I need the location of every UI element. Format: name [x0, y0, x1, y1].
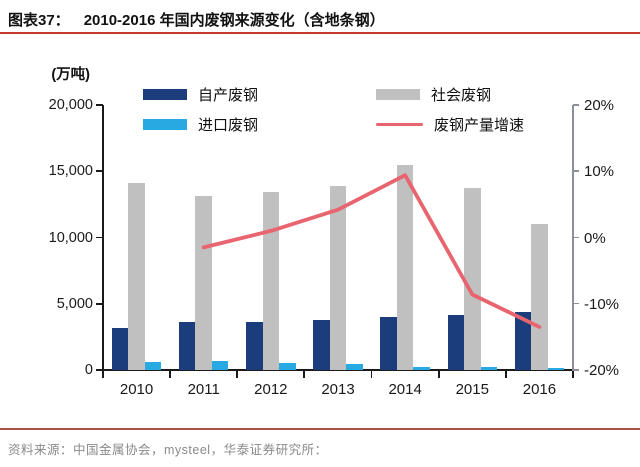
left-axis-tick-label: 20,000: [48, 97, 93, 113]
left-axis-unit-label: (万吨): [51, 67, 90, 83]
x-axis-label-2011: 2011: [187, 381, 220, 398]
right-axis-tick-label: -10%: [584, 295, 620, 313]
legend-item: 进口废钢: [143, 114, 258, 135]
x-axis-label-2015: 2015: [455, 381, 489, 398]
plot-area: (万吨) 0 5,000 10,000 15,000 20,000 -20% -10% 0% 1…: [49, 67, 619, 398]
x-axis-label-2016: 2016: [522, 381, 557, 398]
x-axis-label-2013: 2013: [321, 381, 355, 398]
legend-label: 进口废钢: [198, 117, 259, 134]
bar-social-scrap-2011: [195, 196, 212, 370]
left-axis-tick: [96, 369, 103, 371]
bar-imported-scrap-2010: [144, 362, 162, 370]
bar-imported-scrap-2012: [279, 363, 296, 370]
bar-social-scrap-2015: [464, 188, 481, 370]
right-axis-tick: [573, 236, 579, 238]
left-axis-line: [102, 105, 104, 371]
legend-swatch-line: [376, 122, 423, 127]
bar-self-produced-scrap-2014: [380, 317, 397, 370]
bar-self-produced-scrap-2011: [178, 321, 196, 370]
left-axis-tick-label: 0: [84, 362, 93, 378]
figure-title: 2010-2016 年国内废钢来源变化（含地条钢）: [83, 12, 385, 29]
x-axis-tick: [370, 371, 373, 378]
left-axis-tick: [96, 170, 103, 173]
right-axis-line: [572, 105, 574, 371]
legend-label: 废钢产量增速: [434, 117, 525, 134]
x-axis-tick: [572, 371, 574, 378]
footer-divider: [0, 428, 640, 430]
x-axis-tick: [303, 371, 306, 378]
x-axis-tick: [102, 371, 104, 378]
bar-social-scrap-2016: [531, 224, 548, 370]
source-note: 资料来源：中国金属协会，mysteel，华泰证券研究所：: [8, 443, 328, 457]
bar-self-produced-scrap-2012: [246, 321, 263, 370]
figure-number: 图表37：: [8, 12, 70, 29]
legend-swatch-rect: [143, 89, 187, 100]
legend-swatch-rect: [376, 89, 420, 100]
bar-self-produced-scrap-2015: [447, 315, 465, 370]
right-axis-tick: [573, 170, 579, 172]
right-axis-tick: [573, 369, 579, 371]
bar-imported-scrap-2015: [480, 367, 498, 370]
left-axis-tick-label: 15,000: [48, 163, 93, 180]
title-divider: [0, 32, 640, 34]
left-axis-tick-label: 10,000: [48, 229, 93, 246]
left-axis-tick: [96, 236, 103, 239]
x-axis-tick: [437, 371, 440, 378]
bar-self-produced-scrap-2010: [111, 327, 129, 370]
right-axis-tick-label: 0%: [584, 229, 606, 247]
right-axis-tick: [573, 302, 579, 305]
left-axis-tick: [96, 104, 103, 106]
bar-imported-scrap-2016: [547, 368, 565, 370]
x-axis-label-2010: 2010: [119, 381, 154, 398]
bar-self-produced-scrap-2013: [313, 319, 330, 370]
bar-imported-scrap-2014: [413, 366, 430, 370]
figure-header: 图表37： 2010-2016 年国内废钢来源变化（含地条钢）: [8, 9, 385, 30]
x-axis-label-2012: 2012: [254, 381, 288, 398]
bottom-axis-line: [102, 369, 574, 371]
left-axis-tick: [96, 302, 103, 305]
x-axis-tick: [236, 371, 239, 378]
right-axis-tick: [573, 104, 579, 106]
growth-rate-line: [201, 173, 542, 329]
bar-social-scrap-2013: [329, 185, 347, 370]
left-axis-tick-label: 5,000: [56, 295, 93, 312]
bar-social-scrap-2014: [396, 164, 414, 370]
right-axis-tick-label: 20%: [584, 97, 615, 114]
right-axis-tick-label: -20%: [584, 362, 620, 379]
bar-social-scrap-2010: [128, 183, 145, 370]
bar-imported-scrap-2011: [211, 360, 229, 370]
x-axis-tick: [504, 371, 507, 378]
legend-swatch-rect: [143, 119, 187, 130]
legend-item: 社会废钢: [376, 84, 491, 105]
legend-item: 废钢产量增速: [376, 114, 524, 135]
right-axis-tick-label: 10%: [584, 163, 615, 181]
bar-imported-scrap-2013: [346, 364, 363, 370]
x-axis-label-2014: 2014: [388, 381, 422, 398]
legend-label: 社会废钢: [431, 87, 492, 104]
x-axis-tick: [169, 371, 171, 378]
legend-item: 自产废钢: [143, 84, 258, 105]
legend-label: 自产废钢: [198, 87, 259, 104]
bar-social-scrap-2012: [262, 192, 280, 370]
bar-self-produced-scrap-2016: [514, 311, 532, 370]
